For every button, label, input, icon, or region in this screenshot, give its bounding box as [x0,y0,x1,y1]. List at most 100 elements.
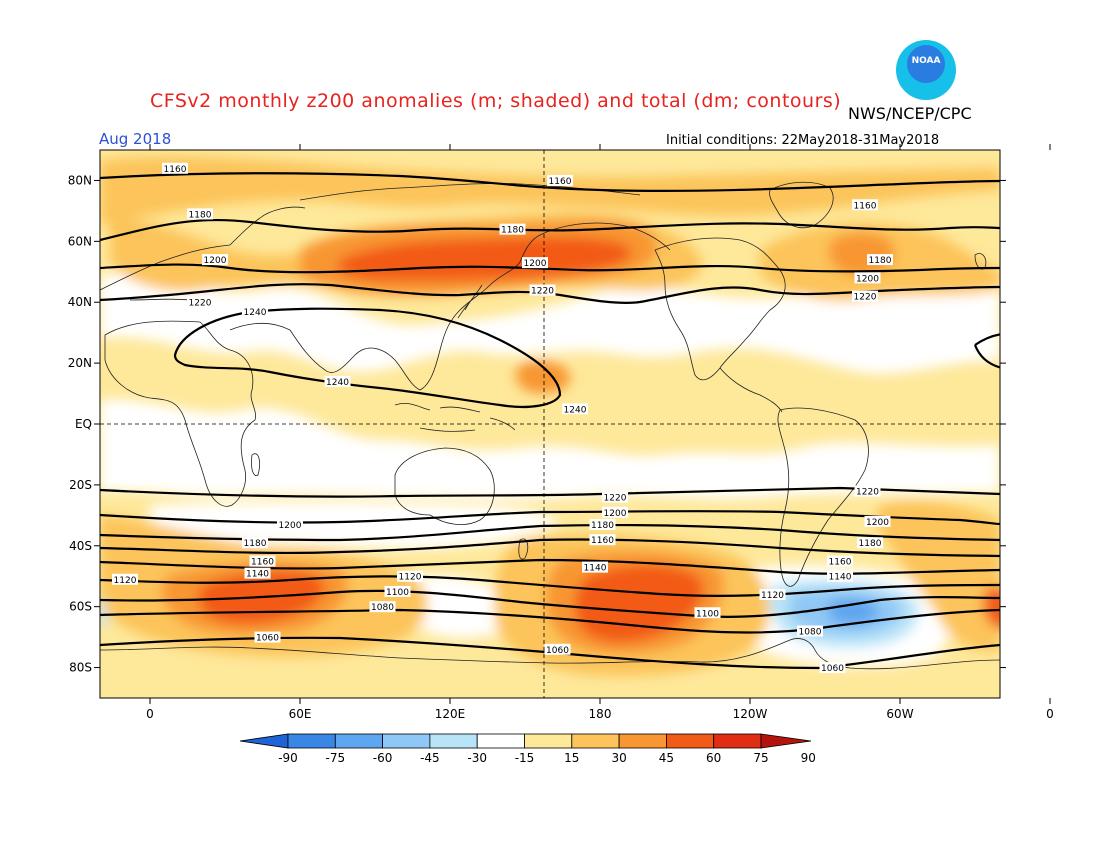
contour-1120 [100,575,1000,597]
lat-label: 80S [69,661,92,675]
contour-label-box [867,254,893,266]
contour-label: 1140 [584,564,607,574]
contour-label-box [852,290,878,302]
contour-label-box [384,585,411,597]
colorbar-label: 30 [611,751,626,765]
map-axes: 80N 60N 40N 20N EQ 20S 40S 60S 80S 0 60E 120E 180 120… [68,144,1054,721]
contour-label: 1060 [821,664,844,674]
strong-anomaly-north-atlantic [828,232,896,277]
contour-label: 1240 [244,308,267,318]
contour-label-box [499,223,526,235]
contour-label: 1240 [564,405,587,415]
contour-label-box [854,485,881,497]
contour-label: 1200 [279,521,302,531]
contour-label: 1200 [856,274,879,284]
south-america-coast [777,407,869,587]
contour-label: 1180 [859,539,882,549]
contour-label: 1120 [114,576,137,586]
initial-conditions-label: Initial conditions: 22May2018-31May2018 [666,133,940,148]
contour-label: 1180 [189,210,212,220]
new-zealand-coast [518,538,529,560]
colorbar-segment [571,733,620,749]
colorbar-label: 60 [706,751,721,765]
lon-label: 180 [589,707,612,721]
colorbar: -90 -75 -60 -45 -30 -15 15 30 45 60 75 90 [239,733,816,765]
colorbar-segment [666,733,715,749]
contour-label-box [254,631,281,643]
colorbar-segment [334,733,383,749]
colorbar-label: 15 [564,751,579,765]
contour-label: 1100 [386,588,409,598]
colorbar-label: 75 [753,751,768,765]
contour-label-box [522,257,548,269]
contour-label-box [242,305,268,317]
contour-label-box [602,506,628,518]
colorbar-label: -15 [515,751,535,765]
lon-label: 0 [1046,707,1054,721]
colorbar-arrow-low [239,733,289,749]
month-label: Aug 2018 [99,130,172,148]
contour-label: 1160 [854,201,877,211]
contour-label-box [589,518,616,530]
colorbar-segment [713,733,762,749]
page-title: CFSv2 monthly z200 anomalies (m; shaded)… [150,90,842,112]
contour-1160-south [100,538,1000,558]
colorbar-label: -90 [278,751,298,765]
contour-label: 1160 [591,536,614,546]
contour-label: 1180 [501,226,524,236]
neutral-region-tropics-2 [100,399,1000,500]
australia-coast [394,447,495,525]
contour-label: 1180 [869,256,892,266]
neutral-region-south-indian [150,501,560,549]
colorbar-segment [382,733,431,749]
lon-label: 0 [146,707,154,721]
negative-anomaly-west-edge [100,599,107,626]
logo-text: NOAA [911,56,941,66]
north-america-coast [654,237,786,381]
contour-label-box [162,162,188,174]
indonesia-coast [394,402,516,432]
colorbar-segment [429,733,478,749]
lat-label: 20N [68,356,92,370]
japan-coast [457,284,483,319]
contour-label: 1080 [371,603,394,613]
contour-label-box [602,491,628,503]
colorbar-segment [287,733,336,749]
contour-label: 1220 [854,293,877,303]
contour-label-box [244,567,271,579]
contour-label: 1220 [604,494,627,504]
contour-label: 1240 [326,378,349,388]
contour-label: 1160 [251,558,274,568]
madagascar-coast [251,453,260,477]
lon-label: 120W [733,707,768,721]
lat-label: 60S [69,600,92,614]
contour-1180-north [100,218,1000,242]
contour-label: 1220 [531,287,554,297]
contour-label: 1060 [546,646,569,656]
contour-label-box [529,284,556,296]
contour-1100 [100,589,1000,618]
lat-label: 40S [69,539,92,553]
contour-labels: 1160 1160 1160 1180 1180 1180 1200 1200 1200 1220… [112,162,893,674]
contour-1160-north [100,172,1000,193]
contour-label: 1080 [799,628,822,638]
contour-label: 1200 [524,259,547,269]
africa-coast [104,320,256,507]
colorbar-label: -75 [325,751,345,765]
contour-label: 1180 [244,539,267,549]
colorbar-label: -45 [420,751,440,765]
contour-1240-east [973,333,1000,369]
colorbar-label: -30 [467,751,487,765]
contour-label-box [187,296,213,308]
contour-1220-north [100,283,1000,305]
contour-label: 1180 [591,521,614,531]
contour-label: 1120 [761,591,784,601]
colorbar-label: -60 [373,751,393,765]
contour-1080 [100,608,1000,634]
contour-label: 1060 [256,634,279,644]
credit-label: NWS/NCEP/CPC [848,104,972,123]
neutral-region-tropics [100,273,1000,374]
lat-label: EQ [75,417,92,431]
contour-label-box [544,643,571,655]
